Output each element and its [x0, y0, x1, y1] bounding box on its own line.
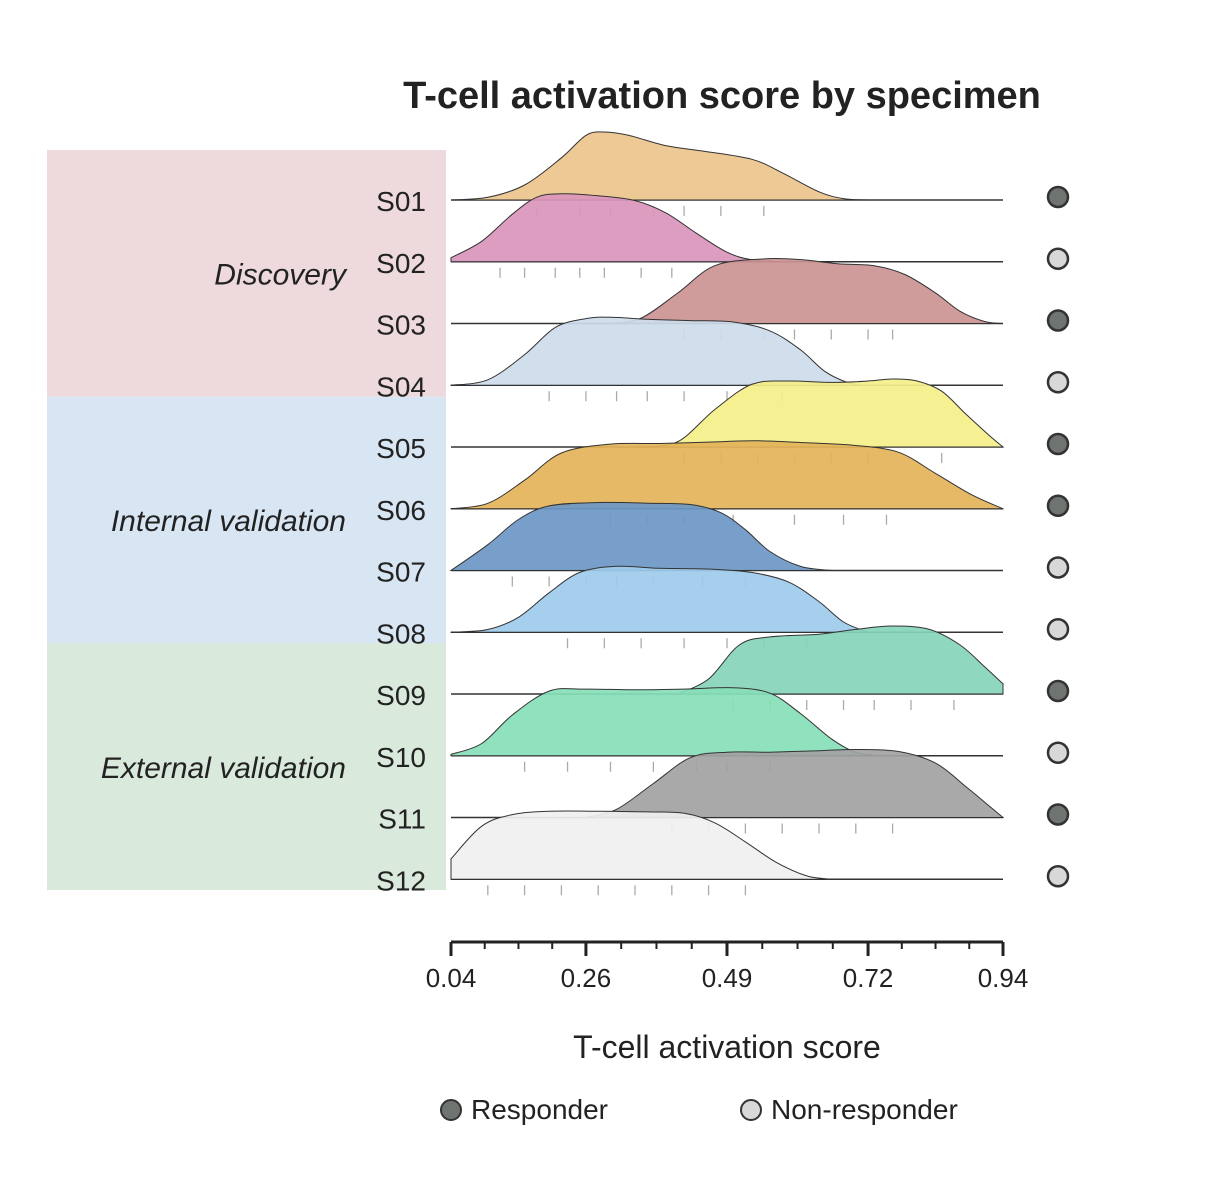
row-label: S01 — [376, 186, 426, 217]
response-dot — [1046, 309, 1070, 332]
x-axis-label: T-cell activation score — [573, 1029, 881, 1065]
row-label: S11 — [378, 804, 426, 835]
density-area — [450, 440, 1004, 510]
group-band — [47, 643, 446, 891]
x-tick-label: 0.04 — [426, 963, 477, 993]
ridge-s04 — [450, 316, 1003, 402]
density-area — [585, 748, 1005, 818]
density-area — [641, 378, 1005, 448]
density-area — [450, 316, 869, 386]
legend-marker — [440, 1099, 462, 1121]
group-label: Discovery — [214, 258, 348, 291]
response-dot — [1046, 494, 1070, 517]
x-axis: 0.04 0.26 0.49 0.72 0.94 — [426, 940, 1029, 993]
row-label: S02 — [376, 248, 426, 279]
density-area — [677, 625, 1004, 695]
group-band — [47, 396, 446, 644]
ridges — [449, 131, 1005, 896]
density-area — [610, 257, 1004, 324]
row-label: S03 — [376, 310, 426, 341]
row-label: S12 — [376, 865, 426, 896]
density-area — [450, 687, 881, 757]
x-tick-label: 0.49 — [702, 963, 753, 993]
response-dot — [1046, 741, 1070, 764]
legend: Responder Non-responder — [440, 1094, 958, 1125]
response-dots — [1046, 185, 1070, 888]
row-labels: S01 S02 S03 S04 S05 S06 S07 S08 S09 S10 S11 S12 — [376, 186, 426, 896]
response-dot — [1046, 432, 1070, 456]
row-label: S04 — [376, 371, 426, 402]
group-bands: Discovery Internal validation External val… — [47, 150, 446, 891]
row-label: S07 — [376, 557, 426, 588]
density-area — [450, 131, 869, 201]
legend-label: Non-responder — [771, 1094, 958, 1125]
ridge-s12 — [450, 810, 1003, 896]
response-dot — [1046, 803, 1070, 826]
density-area — [449, 501, 832, 571]
response-dot — [1046, 556, 1070, 579]
group-label: External validation — [101, 752, 346, 785]
legend-marker — [740, 1099, 762, 1121]
response-dot — [1046, 865, 1070, 888]
ridge-s02 — [450, 193, 1003, 278]
chart-title: T-cell activation score by specimen — [403, 75, 1041, 117]
legend-label: Responder — [471, 1094, 608, 1125]
response-dot — [1046, 371, 1070, 394]
density-area — [450, 193, 783, 263]
group-band — [47, 150, 446, 397]
group-label: Internal validation — [111, 505, 346, 538]
response-dot — [1046, 247, 1070, 270]
density-area — [450, 565, 869, 634]
row-label: S06 — [376, 495, 426, 526]
response-dot — [1046, 679, 1070, 703]
density-area — [450, 810, 832, 880]
x-tick-label: 0.72 — [843, 963, 894, 993]
response-dot — [1046, 618, 1070, 641]
row-label: S05 — [376, 433, 426, 464]
row-label: S09 — [376, 680, 426, 711]
x-tick-label: 0.94 — [978, 963, 1029, 993]
row-label: S08 — [376, 618, 426, 649]
x-tick-label: 0.26 — [561, 963, 612, 993]
row-label: S10 — [376, 742, 426, 773]
response-dot — [1046, 185, 1070, 209]
